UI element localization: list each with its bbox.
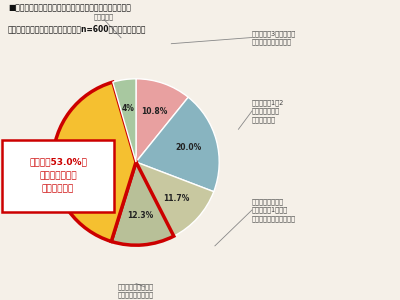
Text: 10.8%: 10.8%	[141, 106, 167, 116]
Text: 分からない: 分からない	[94, 13, 114, 20]
Text: 非常食（防災食）
を備えたこと
はない
40.7%: 非常食（防災食） を備えたこと はない 40.7%	[81, 146, 116, 178]
Text: 現在、ご自宅に備えていますか？（n=600／単一回答方式）: 現在、ご自宅に備えていますか？（n=600／単一回答方式）	[8, 24, 146, 33]
Text: 以前備えていたが、
現在は備えていない: 以前備えていたが、 現在は備えていない	[118, 284, 154, 298]
Text: 備えてはいるが、
家族全員が1日以上
対応することはできない: 備えてはいるが、 家族全員が1日以上 対応することはできない	[252, 198, 296, 222]
Text: 11.7%: 11.7%	[163, 194, 190, 202]
Wedge shape	[136, 79, 188, 162]
Text: 20.0%: 20.0%	[175, 143, 201, 152]
Text: 家族全員が3日以上対応
できる量を備えている: 家族全員が3日以上対応 できる量を備えている	[252, 30, 296, 45]
Text: ■災害・震災時などに対応するための非常食（防災食）を: ■災害・震災時などに対応するための非常食（防災食）を	[8, 3, 131, 12]
Wedge shape	[136, 162, 214, 236]
Text: 12.3%: 12.3%	[128, 212, 154, 220]
Wedge shape	[136, 97, 219, 192]
Wedge shape	[113, 79, 136, 162]
Wedge shape	[53, 82, 136, 242]
Text: 家族全員が1～2
日対応できる量
を備えている: 家族全員が1～2 日対応できる量 を備えている	[252, 99, 284, 123]
Wedge shape	[111, 162, 174, 245]
Text: 子がいる53.0%の
家庭が非常食を
備えていない: 子がいる53.0%の 家庭が非常食を 備えていない	[29, 158, 87, 193]
Text: 4%: 4%	[122, 104, 135, 113]
